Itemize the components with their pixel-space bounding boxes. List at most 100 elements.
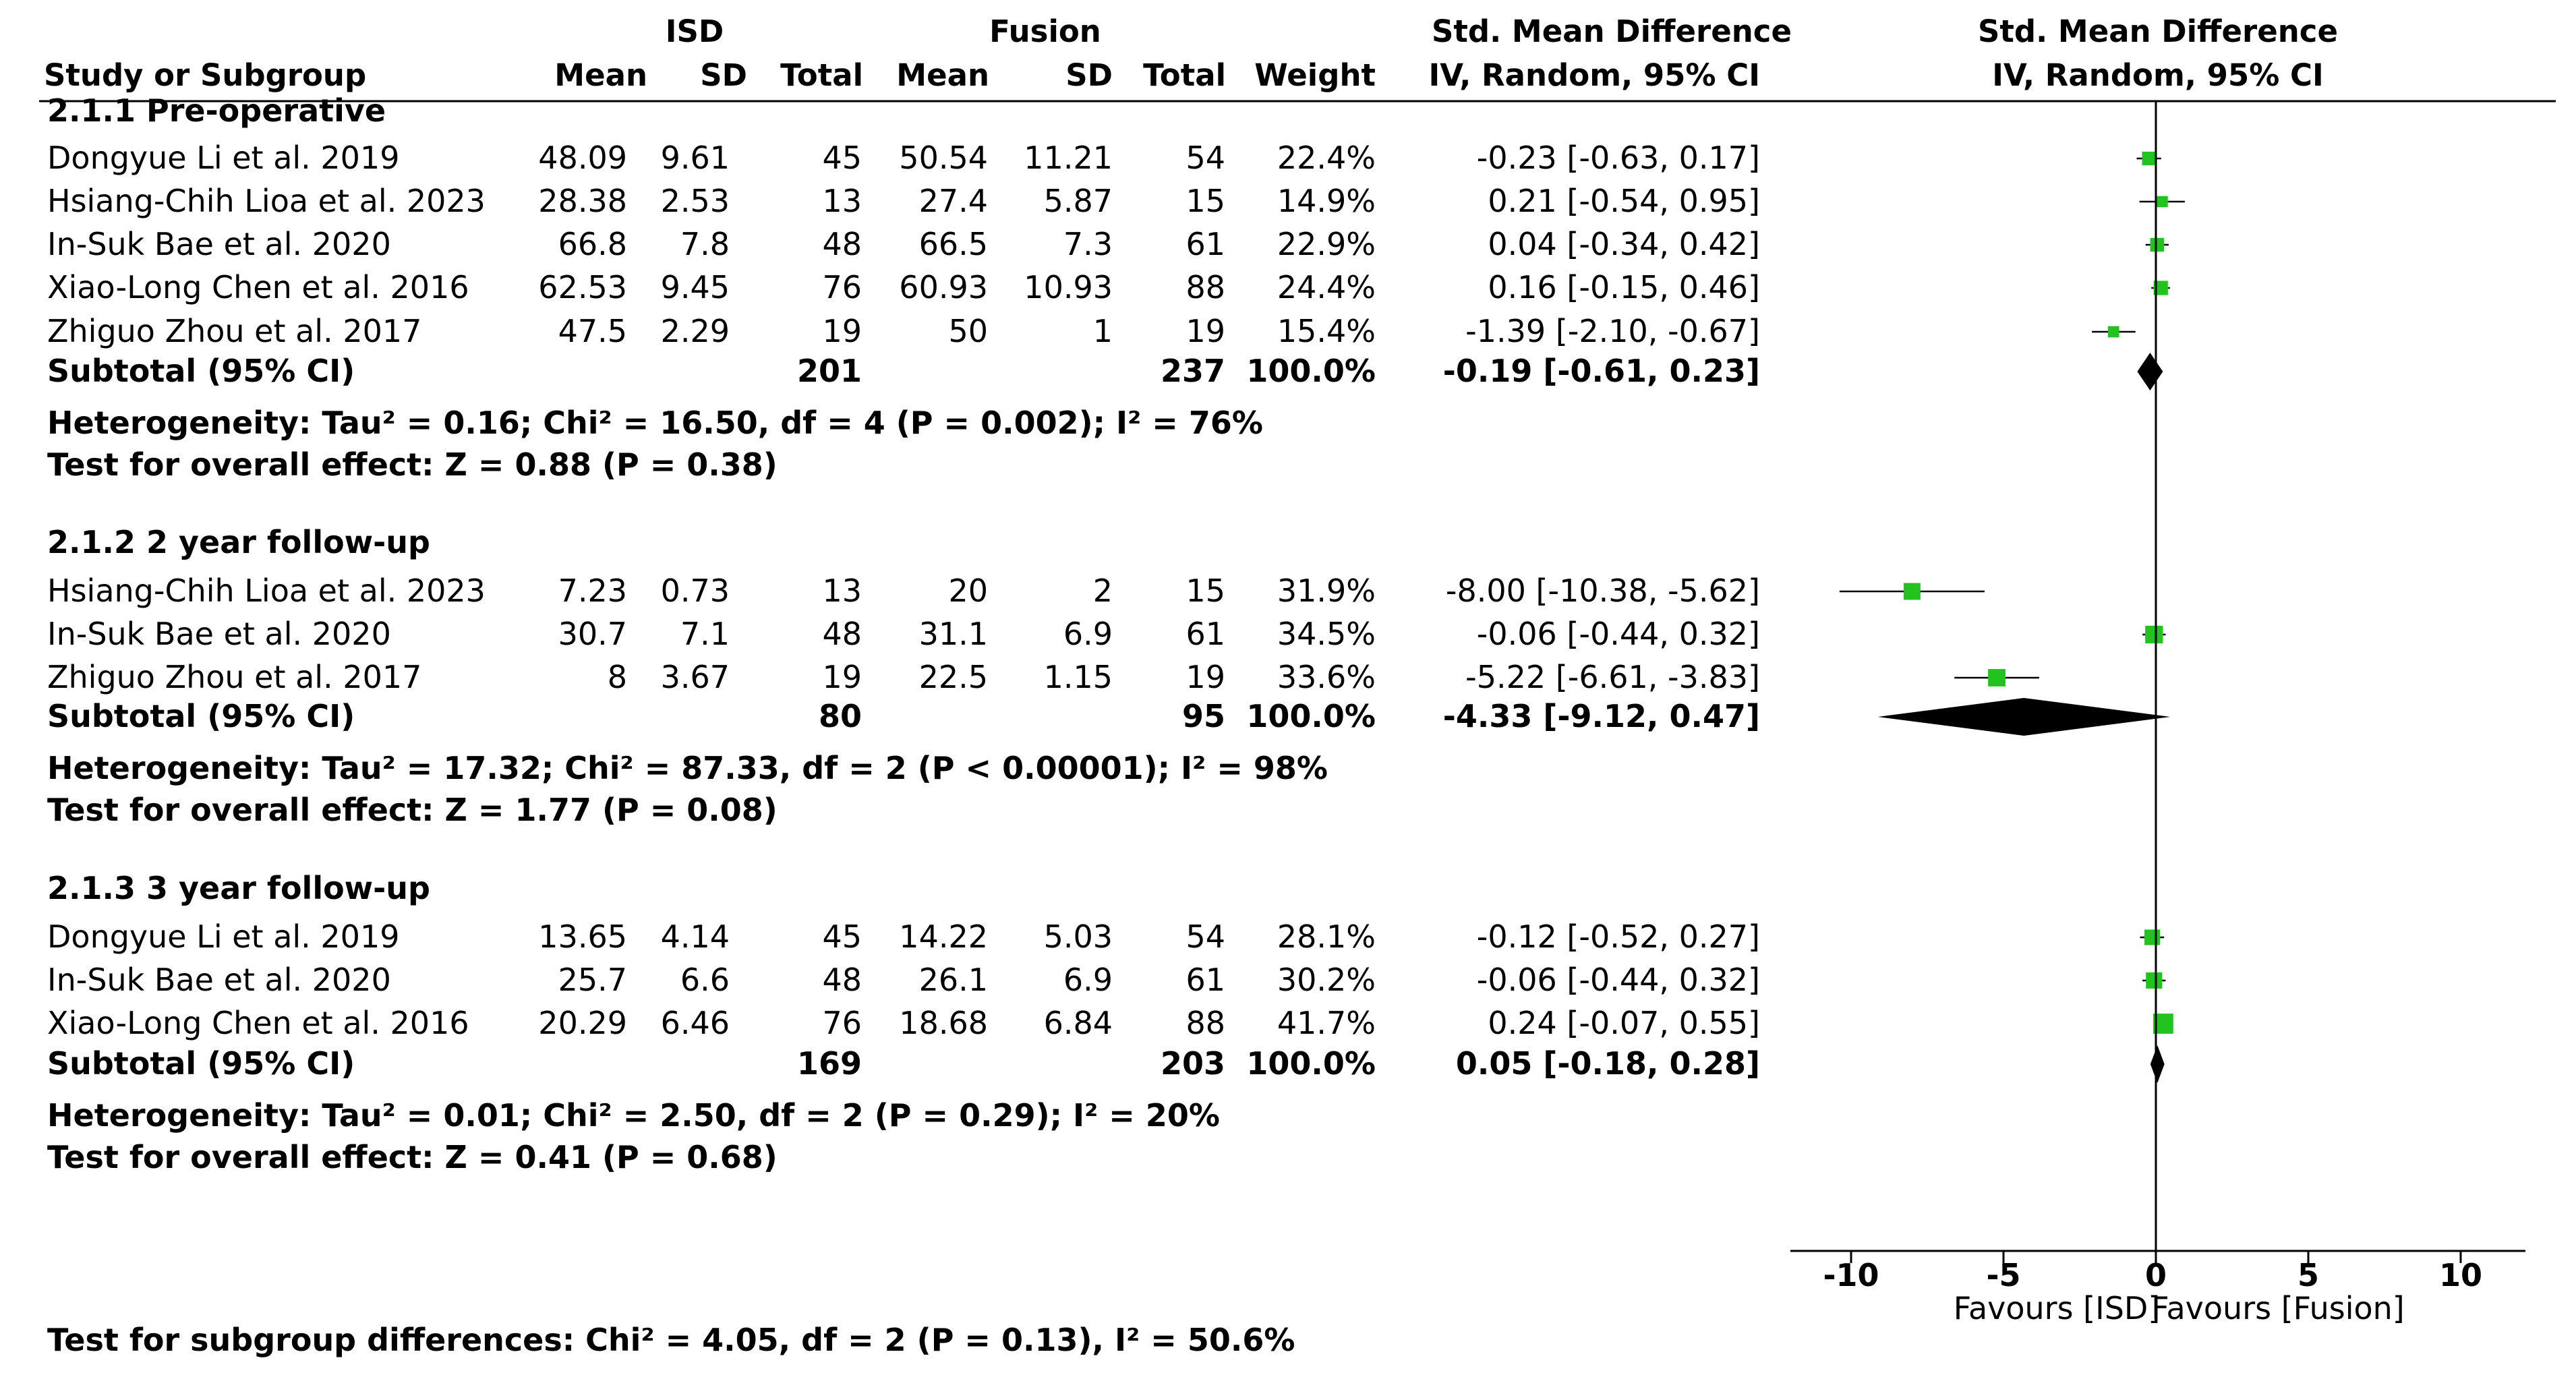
fusion-sd: 6.9	[1063, 616, 1113, 652]
study-ci: -0.12 [-0.52, 0.27]	[1477, 918, 1760, 955]
subtotal-diamond	[2137, 353, 2163, 390]
study-ci: -0.23 [-0.63, 0.17]	[1477, 140, 1760, 176]
fusion-total: 19	[1185, 659, 1225, 695]
fusion-mean: 66.5	[919, 226, 988, 262]
heterogeneity-text: Heterogeneity: Tau² = 0.01; Chi² = 2.50,…	[47, 1097, 1220, 1134]
subtotal-weight: 100.0%	[1246, 698, 1376, 734]
favours-left-label: Favours [ISD]	[1954, 1290, 2161, 1326]
effect-marker	[2146, 972, 2163, 989]
header-sd1: SD	[700, 57, 747, 93]
header-plot-method: IV, Random, 95% CI	[1992, 57, 2324, 93]
isd-total: 19	[822, 659, 862, 695]
subtotal-fusion-total: 203	[1161, 1045, 1225, 1082]
subtotal-label: Subtotal (95% CI)	[47, 698, 355, 734]
subtotal-ci: -4.33 [-9.12, 0.47]	[1443, 698, 1760, 734]
isd-total: 19	[822, 313, 862, 349]
isd-mean: 62.53	[538, 269, 627, 305]
isd-sd: 7.1	[680, 616, 730, 652]
effect-marker	[2157, 196, 2168, 208]
study-name: Hsiang-Chih Lioa et al. 2023	[47, 183, 486, 219]
study-ci: -8.00 [-10.38, -5.62]	[1446, 573, 1760, 609]
fusion-total: 61	[1185, 226, 1225, 262]
isd-sd: 2.29	[661, 313, 730, 349]
study-weight: 24.4%	[1277, 269, 1376, 305]
isd-mean: 8	[608, 659, 627, 695]
fusion-mean: 60.93	[899, 269, 988, 305]
effect-marker	[2107, 326, 2119, 338]
fusion-total: 61	[1185, 616, 1225, 652]
isd-sd: 4.14	[661, 918, 730, 955]
study-name: In-Suk Bae et al. 2020	[47, 226, 391, 262]
fusion-total: 54	[1185, 140, 1225, 176]
fusion-sd: 1	[1093, 313, 1113, 349]
fusion-sd: 11.21	[1024, 140, 1113, 176]
plot-marks	[1839, 101, 2185, 1251]
fusion-total: 54	[1185, 918, 1225, 955]
isd-sd: 6.46	[661, 1005, 730, 1041]
subtotal-ci: -0.19 [-0.61, 0.23]	[1443, 353, 1760, 389]
fusion-total: 15	[1185, 183, 1225, 219]
heterogeneity-text: Heterogeneity: Tau² = 0.16; Chi² = 16.50…	[47, 405, 1263, 441]
study-weight: 33.6%	[1277, 659, 1376, 695]
header-group1: ISD	[666, 13, 724, 49]
fusion-mean: 20	[948, 573, 988, 609]
overall-effect-text: Test for overall effect: Z = 0.41 (P = 0…	[47, 1139, 778, 1175]
isd-total: 76	[822, 269, 862, 305]
subtotal-isd-total: 201	[797, 353, 862, 389]
header-sd2: SD	[1065, 57, 1113, 93]
study-weight: 34.5%	[1277, 616, 1376, 652]
study-ci: 0.21 [-0.54, 0.95]	[1488, 183, 1760, 219]
fusion-mean: 18.68	[899, 1005, 988, 1041]
x-tick-label: -10	[1823, 1257, 1879, 1293]
isd-total: 48	[822, 226, 862, 262]
isd-sd: 3.67	[661, 659, 730, 695]
x-tick-label: -5	[1986, 1257, 2020, 1293]
isd-sd: 0.73	[661, 573, 730, 609]
fusion-mean: 14.22	[899, 918, 988, 955]
study-ci: -0.06 [-0.44, 0.32]	[1477, 616, 1760, 652]
isd-mean: 48.09	[538, 140, 627, 176]
header-smd-method: IV, Random, 95% CI	[1428, 57, 1760, 93]
study-weight: 22.4%	[1277, 140, 1376, 176]
isd-mean: 7.23	[558, 573, 627, 609]
fusion-sd: 10.93	[1024, 269, 1113, 305]
study-ci: -5.22 [-6.61, -3.83]	[1465, 659, 1760, 695]
study-weight: 15.4%	[1277, 313, 1376, 349]
effect-marker	[2153, 281, 2168, 295]
header-group2: Fusion	[989, 13, 1101, 49]
study-ci: 0.16 [-0.15, 0.46]	[1488, 269, 1760, 305]
fusion-sd: 7.3	[1063, 226, 1113, 262]
fusion-mean: 31.1	[919, 616, 988, 652]
subtotal-ci: 0.05 [-0.18, 0.28]	[1456, 1045, 1760, 1082]
x-tick-label: 0	[2145, 1257, 2167, 1293]
fusion-sd: 6.84	[1044, 1005, 1113, 1041]
study-weight: 28.1%	[1277, 918, 1376, 955]
fusion-total: 19	[1185, 313, 1225, 349]
fusion-total: 61	[1185, 962, 1225, 998]
isd-total: 13	[822, 573, 862, 609]
isd-mean: 25.7	[558, 962, 627, 998]
subtotal-label: Subtotal (95% CI)	[47, 1045, 355, 1082]
study-weight: 41.7%	[1277, 1005, 1376, 1041]
isd-total: 13	[822, 183, 862, 219]
isd-sd: 9.61	[661, 140, 730, 176]
subgroup-test: Test for subgroup differences: Chi² = 4.…	[47, 1322, 1295, 1358]
fusion-sd: 2	[1093, 573, 1113, 609]
x-tick-label: 5	[2297, 1257, 2319, 1293]
isd-sd: 6.6	[680, 962, 730, 998]
isd-mean: 28.38	[538, 183, 627, 219]
fusion-sd: 5.87	[1044, 183, 1113, 219]
header-mean2: Mean	[896, 57, 989, 93]
study-name: Zhiguo Zhou et al. 2017	[47, 659, 421, 695]
isd-total: 48	[822, 616, 862, 652]
header-weight: Weight	[1254, 57, 1376, 93]
heterogeneity-text: Heterogeneity: Tau² = 17.32; Chi² = 87.3…	[47, 750, 1328, 786]
overall-effect-text: Test for overall effect: Z = 1.77 (P = 0…	[47, 792, 778, 828]
fusion-mean: 22.5	[919, 659, 988, 695]
overall-effect-text: Test for overall effect: Z = 0.88 (P = 0…	[47, 446, 778, 483]
table-rows: 2.1.1 Pre-operative Dongyue Li et al. 201…	[47, 92, 1760, 1175]
isd-total: 45	[822, 140, 862, 176]
effect-marker	[1988, 669, 2006, 686]
fusion-mean: 50	[948, 313, 988, 349]
